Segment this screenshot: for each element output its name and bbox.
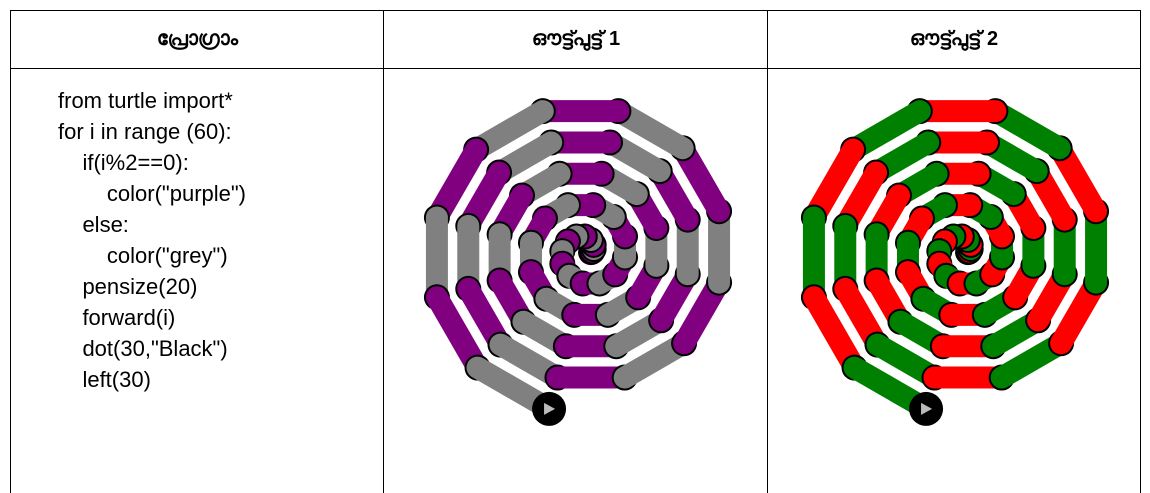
code-line: dot(30,"Black") [58,336,228,361]
header-cell: ഔട്ട്പുട്ട് 2 [767,10,1141,69]
code-line: left(30) [58,367,151,392]
header-cell: പ്രോഗ്രാം [10,10,384,69]
header-cell: ഔട്ട്പുട്ട് 1 [383,10,768,69]
pen-stroke [425,286,489,379]
code-line: forward(i) [58,305,176,330]
body-cell [767,69,1141,493]
code-line: else: [58,212,129,237]
program-code: from turtle import* for i in range (60): … [58,85,246,395]
body-cell [383,69,768,493]
code-line: color("grey") [58,243,228,268]
pen-stroke [425,138,488,229]
turtle-arrow [544,402,556,415]
pen-stroke [802,138,865,229]
code-line: for i in range (60): [58,119,232,144]
turtle-output [800,98,1110,426]
code-line: from turtle import* [58,88,233,113]
body-cell [10,69,384,493]
code-line: pensize(20) [58,274,198,299]
pen-stroke [802,286,866,379]
code-line: color("purple") [58,181,247,206]
code-line: if(i%2==0): [58,150,189,175]
turtle-arrow [921,402,933,415]
turtle-output [423,98,733,426]
